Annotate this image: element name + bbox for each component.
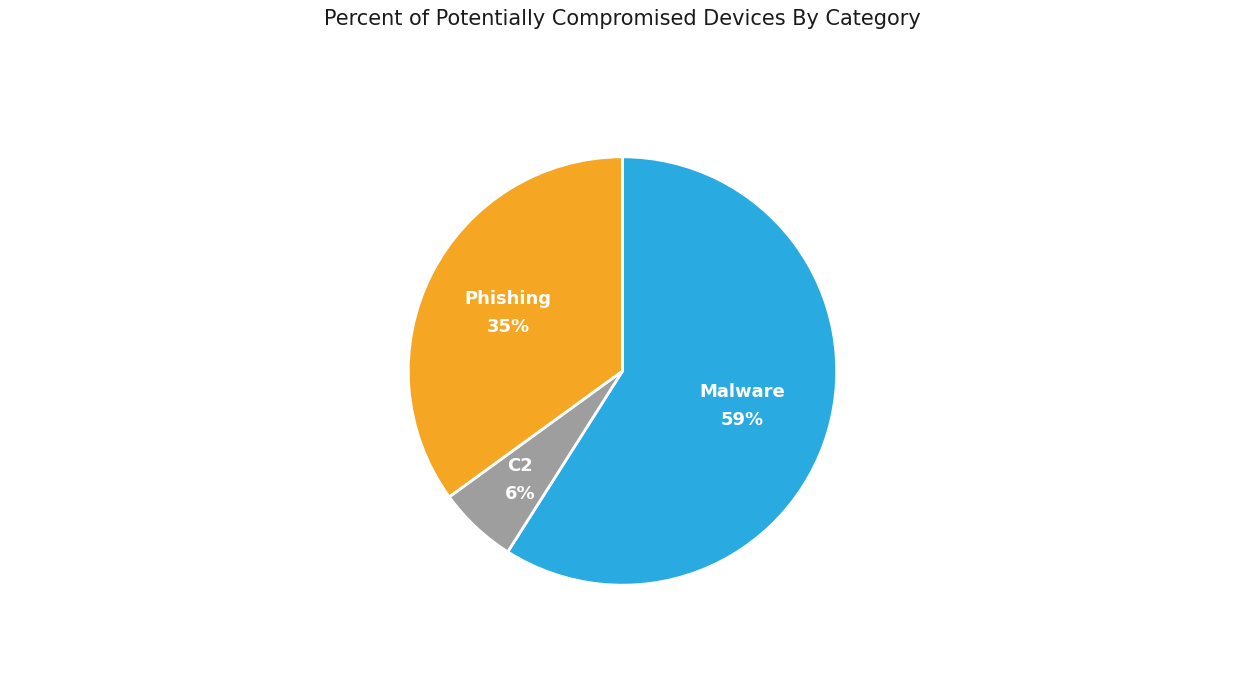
Title: Percent of Potentially Compromised Devices By Category: Percent of Potentially Compromised Devic… — [324, 9, 921, 29]
Text: 6%: 6% — [504, 485, 535, 503]
Text: Malware: Malware — [698, 383, 784, 401]
Text: 59%: 59% — [721, 410, 763, 428]
Text: C2: C2 — [507, 457, 533, 475]
Wedge shape — [508, 157, 837, 585]
Text: 35%: 35% — [487, 318, 529, 335]
Wedge shape — [449, 371, 622, 552]
Wedge shape — [408, 157, 622, 497]
Text: Phishing: Phishing — [464, 290, 552, 308]
